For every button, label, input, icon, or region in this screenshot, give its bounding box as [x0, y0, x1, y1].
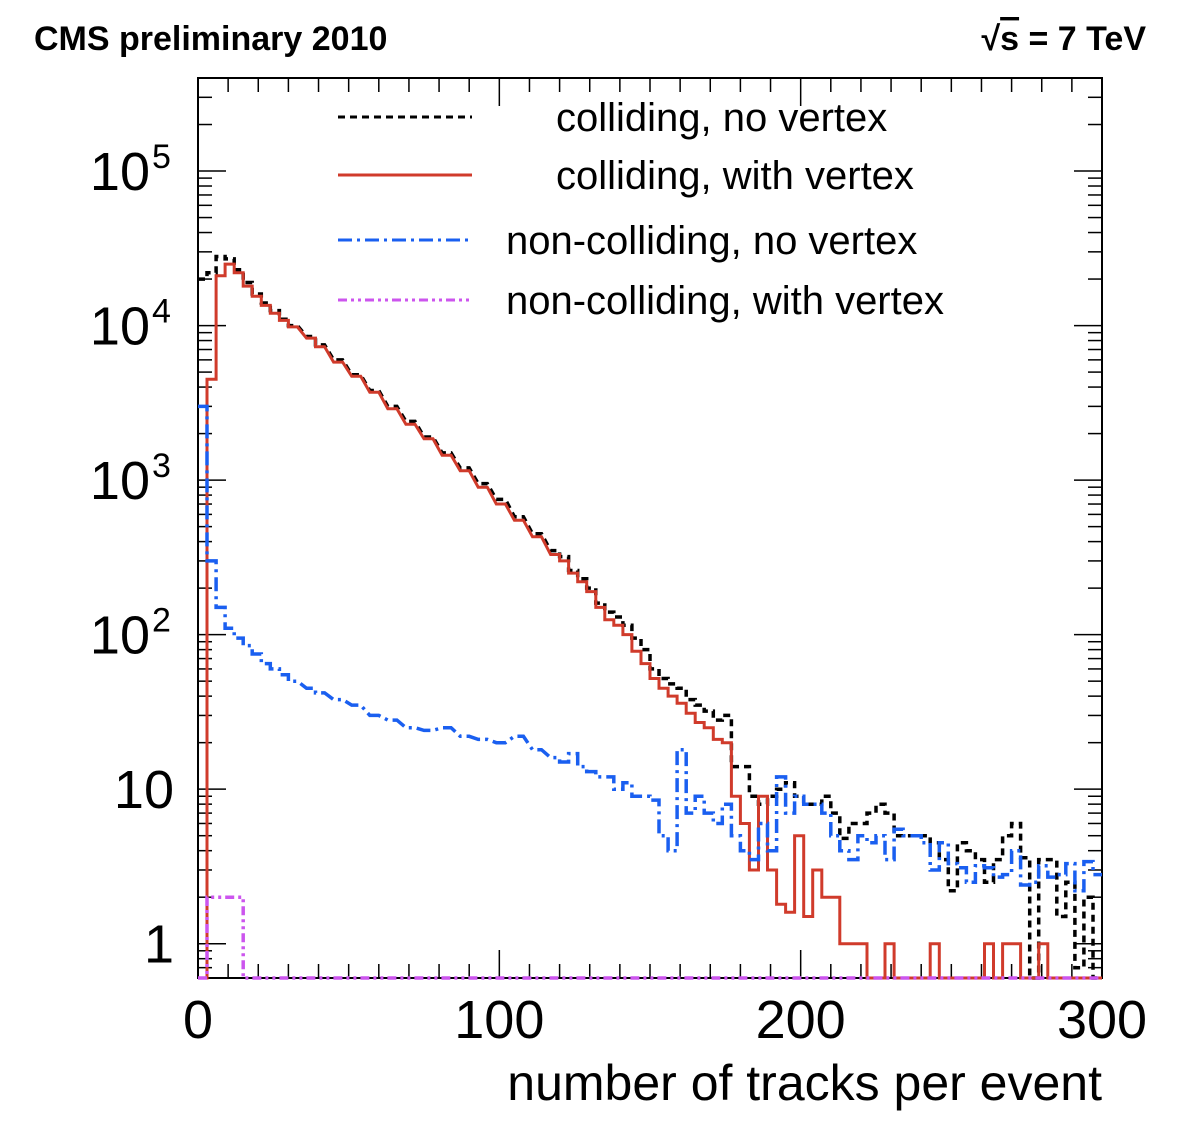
legend-label-3: non-colliding, no vertex — [506, 219, 917, 263]
series-group — [198, 254, 1102, 980]
x-tick-label: 0 — [183, 990, 213, 1050]
y-tick-label: 10 — [90, 297, 150, 357]
y-tick-label: 1 — [144, 915, 174, 975]
tick-marks — [197, 77, 1103, 979]
x-tick-label: 300 — [1057, 990, 1147, 1050]
legend-label-2: colliding, with vertex — [556, 154, 914, 198]
series-line-2 — [198, 262, 1102, 980]
legend-label-4: non-colliding, with vertex — [506, 279, 944, 323]
y-tick-exponent: 5 — [152, 138, 171, 176]
header-s: s — [1000, 20, 1019, 58]
series-line-4 — [198, 895, 1102, 980]
y-tick-label: 10 — [90, 142, 150, 202]
y-tick-exponent: 2 — [152, 602, 171, 640]
legend-label-1: colliding, no vertex — [556, 96, 887, 140]
y-tick-label: 10 — [114, 760, 174, 820]
x-axis-label: number of tracks per event — [507, 1055, 1102, 1111]
header-left: CMS preliminary 2010 — [34, 20, 387, 58]
series-line-3 — [198, 404, 1102, 893]
header-right: √s = 7 TeV — [981, 20, 1146, 58]
legend: colliding, no vertex colliding, with vert… — [338, 96, 944, 323]
y-tick-label: 10 — [90, 606, 150, 666]
y-tick-label: 10 — [90, 451, 150, 511]
x-tick-labels: 0 100 200 300 — [183, 990, 1147, 1050]
x-tick-label: 200 — [756, 990, 846, 1050]
header-energy: = 7 TeV — [1019, 20, 1146, 58]
y-tick-exponent: 4 — [152, 293, 171, 331]
x-tick-label: 100 — [454, 990, 544, 1050]
header-sqrt: √ — [981, 20, 1000, 58]
y-tick-exponent: 3 — [152, 447, 171, 485]
